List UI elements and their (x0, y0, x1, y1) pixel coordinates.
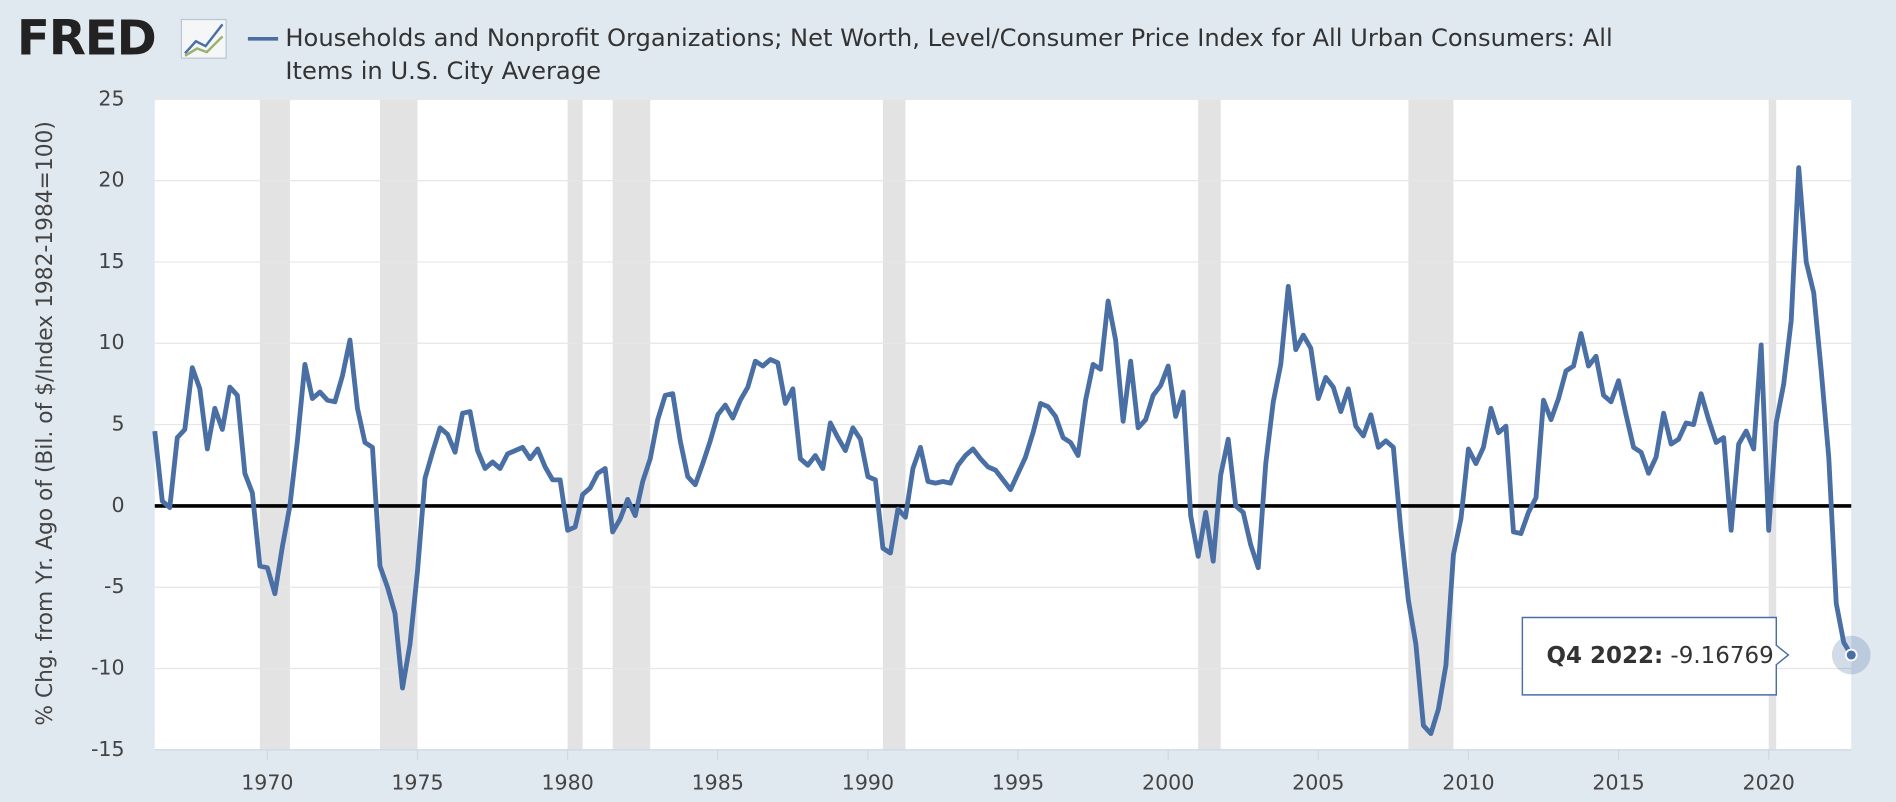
legend-box: Households and Nonprofit Organizations; … (285, 23, 1613, 85)
data-line (152, 165, 1854, 737)
y-tick-label: -15 (91, 737, 125, 761)
x-tick-label: 1970 (241, 771, 293, 795)
x-tick-label: 2010 (1442, 771, 1494, 795)
tooltip-value: -9.16769 (1670, 643, 1773, 669)
x-tick-label: 2005 (1292, 771, 1344, 795)
x-tick-label: 1985 (692, 771, 744, 795)
legend-label: Households and Nonprofit Organizations; … (285, 23, 1613, 85)
y-tick-label: 0 (111, 493, 124, 517)
x-tick-label: 1980 (541, 771, 593, 795)
y-tick-label: 10 (98, 330, 124, 354)
logo-icon-line (184, 23, 224, 55)
logo-text: FRED (17, 10, 156, 66)
x-tick-label: 2000 (1142, 771, 1194, 795)
y-tick-label: 25 (98, 86, 124, 110)
tooltip-text: Q4 2022: -9.16769 (1547, 643, 1774, 669)
x-tick-label: 1995 (992, 771, 1044, 795)
tooltip-label: Q4 2022: (1547, 643, 1664, 669)
logo-icon-line (184, 35, 224, 57)
y-tick-label: -5 (104, 574, 125, 598)
y-tick-label: 15 (98, 249, 124, 273)
hover-marker (1844, 648, 1858, 662)
x-tick-label: 2015 (1592, 771, 1644, 795)
y-tick-label: -10 (91, 656, 125, 680)
x-tick-label: 2020 (1743, 771, 1795, 795)
logo: FRED (17, 10, 227, 66)
y-axis-label: % Chg. from Yr. Ago of (Bil. of $/Index … (33, 121, 58, 726)
y-tick-label: 20 (98, 168, 124, 192)
tooltip: Q4 2022: -9.16769 (1521, 616, 1790, 696)
tooltip-box (1521, 616, 1790, 696)
x-tick-label: 1990 (842, 771, 894, 795)
y-tick-label: 5 (111, 412, 124, 436)
x-tick-label: 1975 (391, 771, 443, 795)
